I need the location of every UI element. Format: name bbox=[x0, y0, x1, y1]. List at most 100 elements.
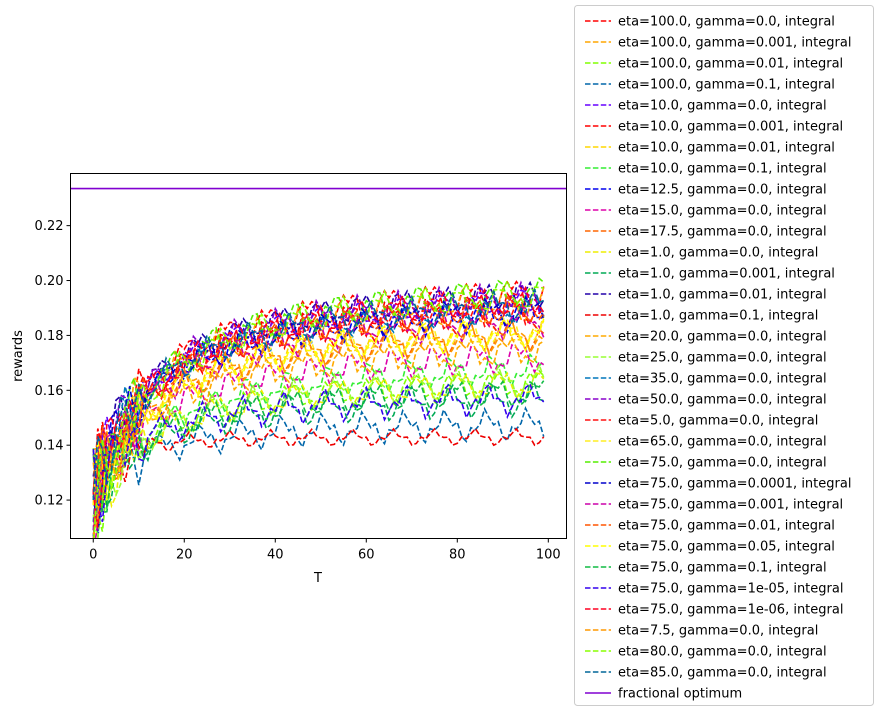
y-axis: 0.12 0.14 0.16 0.18 0.20 0.22 bbox=[35, 219, 71, 509]
legend-entry: eta=25.0, gamma=0.0, integral bbox=[585, 351, 827, 366]
legend-label: eta=17.5, gamma=0.0, integral bbox=[618, 225, 827, 240]
legend-label: eta=1.0, gamma=0.001, integral bbox=[618, 267, 835, 282]
x-tick-label: 60 bbox=[358, 548, 375, 563]
legend-entry: eta=20.0, gamma=0.0, integral bbox=[585, 330, 827, 345]
series-line bbox=[92, 427, 545, 505]
x-tick-label: 100 bbox=[536, 548, 561, 563]
legend-label: eta=100.0, gamma=0.01, integral bbox=[618, 57, 843, 72]
legend-entry: eta=1.0, gamma=0.01, integral bbox=[585, 288, 827, 303]
legend-entry: eta=75.0, gamma=1e-05, integral bbox=[585, 582, 843, 597]
legend-entry: eta=50.0, gamma=0.0, integral bbox=[585, 393, 827, 408]
legend-label: eta=50.0, gamma=0.0, integral bbox=[618, 393, 827, 408]
x-axis-label: T bbox=[313, 571, 322, 586]
legend-entry: eta=10.0, gamma=0.0, integral bbox=[585, 99, 827, 114]
legend-entry: eta=1.0, gamma=0.1, integral bbox=[585, 309, 818, 324]
series-line bbox=[92, 379, 545, 514]
legend-label: eta=65.0, gamma=0.0, integral bbox=[618, 435, 827, 450]
legend-label: eta=75.0, gamma=0.0, integral bbox=[618, 456, 827, 471]
legend-label: eta=10.0, gamma=0.01, integral bbox=[618, 141, 835, 156]
legend-entry: eta=17.5, gamma=0.0, integral bbox=[585, 225, 827, 240]
legend-label: eta=75.0, gamma=0.0001, integral bbox=[618, 477, 851, 492]
legend-label: eta=100.0, gamma=0.001, integral bbox=[618, 36, 851, 51]
legend-label: fractional optimum bbox=[618, 687, 742, 702]
legend: eta=100.0, gamma=0.0, integral eta=100.0,… bbox=[574, 5, 874, 706]
legend-label: eta=75.0, gamma=0.05, integral bbox=[618, 540, 835, 555]
x-tick-label: 0 bbox=[89, 548, 97, 563]
legend-entry: fractional optimum bbox=[585, 687, 742, 702]
legend-label: eta=75.0, gamma=1e-06, integral bbox=[618, 603, 843, 618]
legend-entry: eta=75.0, gamma=0.05, integral bbox=[585, 540, 835, 555]
legend-entry: eta=75.0, gamma=1e-06, integral bbox=[585, 603, 843, 618]
series-line bbox=[92, 381, 544, 522]
legend-entry: eta=12.5, gamma=0.0, integral bbox=[585, 183, 827, 198]
y-tick-label: 0.18 bbox=[35, 329, 64, 344]
series-line bbox=[93, 371, 545, 539]
series-line bbox=[92, 382, 545, 522]
legend-label: eta=12.5, gamma=0.0, integral bbox=[618, 183, 827, 198]
x-tick-label: 80 bbox=[449, 548, 466, 563]
legend-label: eta=1.0, gamma=0.1, integral bbox=[618, 309, 818, 324]
series-line bbox=[92, 285, 545, 528]
legend-label: eta=25.0, gamma=0.0, integral bbox=[618, 351, 827, 366]
plot-lines bbox=[70, 187, 567, 539]
series-line bbox=[93, 278, 544, 539]
legend-label: eta=75.0, gamma=1e-05, integral bbox=[618, 582, 843, 597]
legend-entry: eta=35.0, gamma=0.0, integral bbox=[585, 372, 827, 387]
legend-label: eta=5.0, gamma=0.0, integral bbox=[618, 414, 818, 429]
x-axis: 0 20 40 60 80 100 bbox=[89, 538, 561, 563]
legend-label: eta=10.0, gamma=0.001, integral bbox=[618, 120, 843, 135]
y-tick-label: 0.22 bbox=[35, 219, 64, 234]
x-tick-label: 20 bbox=[176, 548, 193, 563]
legend-entry: eta=75.0, gamma=0.1, integral bbox=[585, 561, 827, 576]
legend-label: eta=75.0, gamma=0.01, integral bbox=[618, 519, 835, 534]
legend-label: eta=80.0, gamma=0.0, integral bbox=[618, 645, 827, 660]
series-line bbox=[92, 319, 545, 535]
legend-label: eta=1.0, gamma=0.0, integral bbox=[618, 246, 818, 261]
x-tick-label: 40 bbox=[267, 548, 284, 563]
legend-entry: eta=10.0, gamma=0.01, integral bbox=[585, 141, 835, 156]
y-axis-label: rewards bbox=[11, 330, 26, 382]
series-line bbox=[92, 405, 545, 538]
legend-entry: eta=100.0, gamma=0.001, integral bbox=[585, 36, 851, 51]
legend-entry: eta=1.0, gamma=0.0, integral bbox=[585, 246, 818, 261]
legend-entry: eta=75.0, gamma=0.01, integral bbox=[585, 519, 835, 534]
legend-label: eta=1.0, gamma=0.01, integral bbox=[618, 288, 827, 303]
legend-label: eta=75.0, gamma=0.1, integral bbox=[618, 561, 827, 576]
legend-entry: eta=100.0, gamma=0.01, integral bbox=[585, 57, 843, 72]
legend-label: eta=75.0, gamma=0.001, integral bbox=[618, 498, 843, 513]
legend-label: eta=100.0, gamma=0.0, integral bbox=[618, 15, 835, 30]
legend-entry: eta=65.0, gamma=0.0, integral bbox=[585, 435, 827, 450]
legend-entry: eta=7.5, gamma=0.0, integral bbox=[585, 624, 818, 639]
legend-entry: eta=80.0, gamma=0.0, integral bbox=[585, 645, 827, 660]
series-line bbox=[92, 301, 545, 493]
y-tick-label: 0.16 bbox=[35, 384, 64, 399]
legend-entry: eta=75.0, gamma=0.0, integral bbox=[585, 456, 827, 471]
legend-label: eta=15.0, gamma=0.0, integral bbox=[618, 204, 827, 219]
legend-label: eta=100.0, gamma=0.1, integral bbox=[618, 78, 835, 93]
y-tick-label: 0.12 bbox=[35, 494, 64, 509]
legend-entry: eta=10.0, gamma=0.1, integral bbox=[585, 162, 827, 177]
plot-frame bbox=[70, 173, 567, 539]
legend-entry: eta=85.0, gamma=0.0, integral bbox=[585, 666, 827, 681]
legend-label: eta=85.0, gamma=0.0, integral bbox=[618, 666, 827, 681]
legend-entry: eta=5.0, gamma=0.0, integral bbox=[585, 414, 818, 429]
legend-label: eta=10.0, gamma=0.0, integral bbox=[618, 99, 827, 114]
series-line bbox=[92, 295, 545, 539]
series-line bbox=[92, 318, 545, 505]
legend-entry: eta=100.0, gamma=0.1, integral bbox=[585, 78, 835, 93]
legend-entry: eta=75.0, gamma=0.001, integral bbox=[585, 498, 843, 513]
legend-entry: eta=15.0, gamma=0.0, integral bbox=[585, 204, 827, 219]
series-line bbox=[92, 335, 545, 510]
legend-label: eta=7.5, gamma=0.0, integral bbox=[618, 624, 818, 639]
series-line bbox=[92, 287, 544, 501]
legend-entry: eta=10.0, gamma=0.001, integral bbox=[585, 120, 843, 135]
legend-label: eta=10.0, gamma=0.1, integral bbox=[618, 162, 827, 177]
legend-label: eta=20.0, gamma=0.0, integral bbox=[618, 330, 827, 345]
legend-entry: eta=1.0, gamma=0.001, integral bbox=[585, 267, 835, 282]
y-tick-label: 0.20 bbox=[35, 274, 64, 289]
legend-entry: eta=100.0, gamma=0.0, integral bbox=[585, 15, 835, 30]
legend-entry: eta=75.0, gamma=0.0001, integral bbox=[585, 477, 851, 492]
legend-box bbox=[574, 5, 874, 706]
series-line bbox=[92, 280, 545, 495]
